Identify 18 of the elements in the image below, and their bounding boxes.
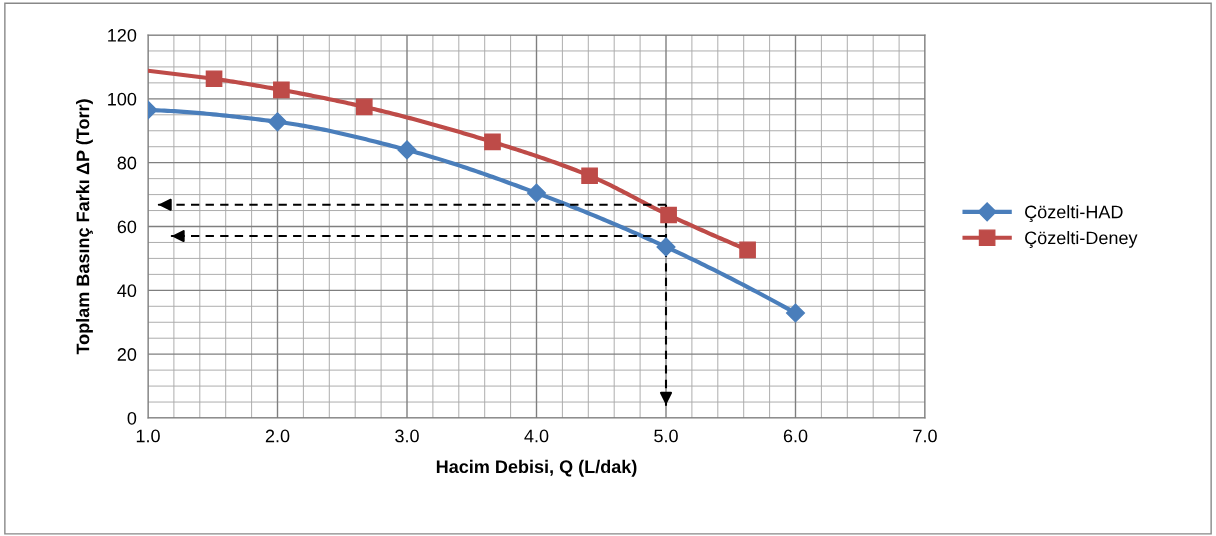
x-tick-label: 7.0: [913, 429, 937, 443]
y-tick-label: 80: [117, 156, 137, 170]
y-tick-label: 120: [108, 28, 137, 42]
y-tick-label: 100: [108, 92, 137, 106]
legend-label: Çözelti-HAD: [1025, 205, 1123, 222]
x-tick-label: 5.0: [654, 429, 678, 443]
x-tick-label: 3.0: [395, 429, 419, 443]
y-tick-label: 40: [117, 284, 137, 298]
x-tick-label: 4.0: [524, 429, 549, 443]
y-tick-label: 0: [127, 411, 137, 425]
y-tick-label: 60: [117, 220, 137, 234]
y-axis-title: Toplam Basınç Farkı ΔP (Torr): [76, 99, 93, 355]
x-tick-label: 6.0: [783, 429, 808, 443]
x-axis-title: Hacim Debisi, Q (L/dak): [436, 459, 637, 477]
x-tick-label: 1.0: [136, 429, 160, 443]
y-tick-label: 20: [117, 348, 137, 361]
legend-label: Çözelti-Deney: [1025, 231, 1138, 248]
x-tick-label: 2.0: [265, 429, 290, 443]
